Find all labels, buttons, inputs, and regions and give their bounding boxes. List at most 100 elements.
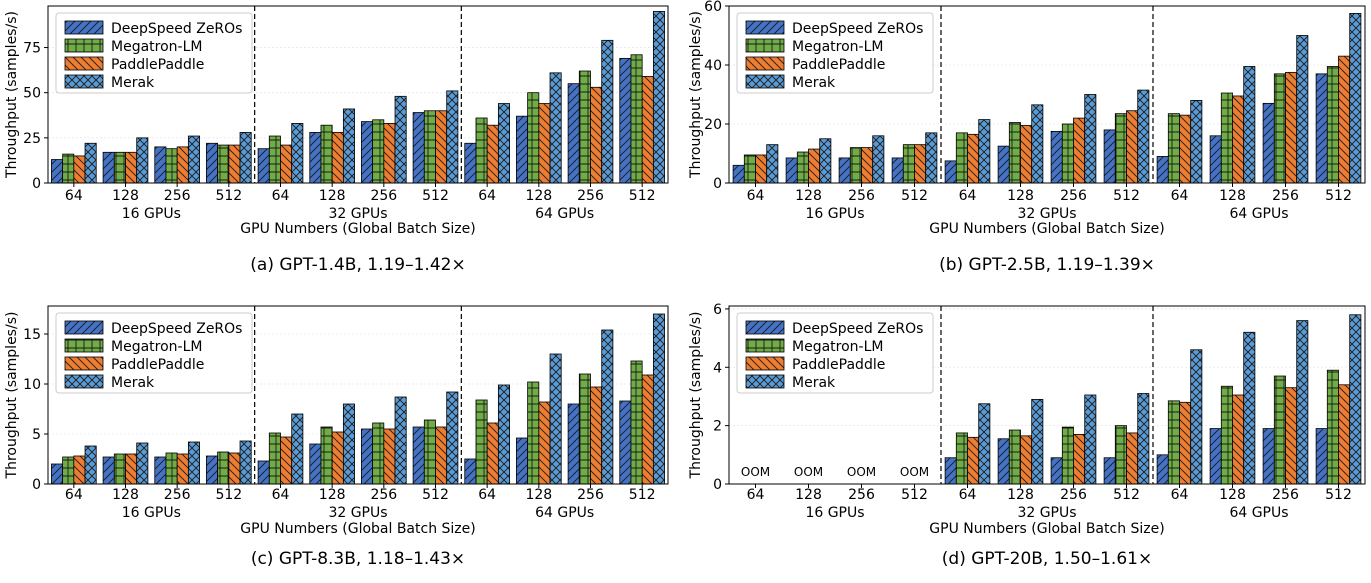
legend-entry: Megatron-LM <box>111 39 202 55</box>
bar-merak <box>446 391 459 485</box>
legend-entry: DeepSpeed ZeROs <box>111 21 242 37</box>
bar-paddlepaddle <box>383 123 396 184</box>
bar-merak <box>1084 94 1097 184</box>
bar-deepspeed-zeros <box>309 443 322 485</box>
bar-merak <box>652 313 665 485</box>
bar-deepspeed-zeros <box>257 148 270 184</box>
legend-entry: Merak <box>111 75 155 91</box>
x-tick-label: 64 <box>65 188 83 204</box>
bar-merak <box>291 413 304 485</box>
bar-merak <box>1296 35 1309 184</box>
legend-swatch <box>64 20 104 35</box>
bar-deepspeed-zeros <box>838 157 851 184</box>
legend-entry: Merak <box>111 375 155 391</box>
bar-paddlepaddle <box>1179 401 1192 485</box>
bar-deepspeed-zeros <box>1262 102 1275 184</box>
bar-paddlepaddle <box>538 103 551 184</box>
bar-deepspeed-zeros <box>464 458 477 485</box>
x-tick-label: 64 <box>959 487 977 503</box>
x-axis-label: GPU Numbers (Global Batch Size) <box>240 521 475 537</box>
panel-caption: (c) GPT-8.3B, 1.18–1.43× <box>251 549 465 569</box>
bar-megatron-lm <box>372 119 385 184</box>
x-tick-label: 128 <box>112 487 139 503</box>
x-tick-label: 64 <box>1171 487 1189 503</box>
bar-deepspeed-zeros <box>1209 428 1222 485</box>
bar-merak <box>1349 314 1362 485</box>
x-tick-label: 64 <box>478 188 496 204</box>
bar-deepspeed-zeros <box>997 145 1010 184</box>
bar-megatron-lm <box>955 132 968 184</box>
legend: DeepSpeed ZeROs Megatron-LM PaddlePaddle Me… <box>736 12 934 94</box>
bar-megatron-lm <box>62 153 75 184</box>
bar-paddlepaddle <box>641 76 654 184</box>
bar-deepspeed-zeros <box>619 57 632 184</box>
y-tick-label: 0 <box>32 477 41 493</box>
legend-entry: Merak <box>792 375 836 391</box>
bar-deepspeed-zeros <box>567 403 580 485</box>
group-label: 64 GPUs <box>1229 206 1288 222</box>
bar-deepspeed-zeros <box>361 121 374 184</box>
y-tick-label: 50 <box>23 86 41 102</box>
bar-megatron-lm <box>113 453 126 485</box>
bar-megatron-lm <box>630 54 643 184</box>
x-tick-label: 64 <box>272 188 290 204</box>
bar-merak <box>549 353 562 485</box>
bar-megatron-lm <box>578 373 591 485</box>
bar-paddlepaddle <box>383 428 396 485</box>
axes-frame <box>47 5 669 184</box>
bar-megatron-lm <box>372 422 385 485</box>
bar-merak <box>549 72 562 184</box>
bar-paddlepaddle <box>176 146 189 184</box>
bar-deepspeed-zeros <box>1209 135 1222 184</box>
bar-deepspeed-zeros <box>361 428 374 485</box>
bar-deepspeed-zeros <box>1103 129 1116 184</box>
bar-deepspeed-zeros <box>516 115 529 184</box>
bar-paddlepaddle <box>228 452 241 485</box>
y-tick-label: 15 <box>23 327 41 343</box>
y-tick-label: 20 <box>704 117 722 133</box>
y-tick-label: 25 <box>23 131 41 147</box>
legend-entry: DeepSpeed ZeROs <box>792 21 923 37</box>
x-tick-label: 128 <box>525 188 552 204</box>
group-label: 32 GPUs <box>1017 206 1076 222</box>
x-tick-label: 64 <box>747 487 765 503</box>
bar-megatron-lm <box>796 151 809 184</box>
bar-megatron-lm <box>217 144 230 184</box>
bar-merak <box>187 441 200 485</box>
bar-merak <box>1137 393 1150 485</box>
bar-paddlepaddle <box>331 132 344 184</box>
x-tick-label: 128 <box>319 188 346 204</box>
bar-merak <box>446 90 459 184</box>
legend-swatch <box>64 38 104 53</box>
bar-merak <box>84 142 97 184</box>
bar-merak <box>652 11 665 184</box>
x-axis-label: GPU Numbers (Global Batch Size) <box>929 521 1164 537</box>
bar-paddlepaddle <box>435 426 448 485</box>
x-tick-label: 128 <box>1219 188 1246 204</box>
bar-megatron-lm <box>1273 375 1286 485</box>
bar-deepspeed-zeros <box>412 426 425 485</box>
x-tick-label: 128 <box>319 487 346 503</box>
bar-paddlepaddle <box>486 124 499 184</box>
bar-deepspeed-zeros <box>944 457 957 485</box>
group-label: 16 GPUs <box>805 505 864 521</box>
legend-swatch <box>745 56 785 71</box>
x-tick-label: 512 <box>901 188 928 204</box>
bar-deepspeed-zeros <box>1103 457 1116 485</box>
bar-megatron-lm <box>1061 123 1074 184</box>
bar-merak <box>766 144 779 184</box>
x-tick-label: 256 <box>370 188 397 204</box>
x-tick-label: 256 <box>848 188 875 204</box>
group-label: 32 GPUs <box>328 206 387 222</box>
bar-paddlepaddle <box>1285 71 1298 184</box>
legend-swatch <box>64 56 104 71</box>
bar-deepspeed-zeros <box>944 160 957 184</box>
x-tick-label: 128 <box>1219 487 1246 503</box>
y-tick-label: 0 <box>713 176 722 192</box>
y-tick-label: 0 <box>32 176 41 192</box>
bar-deepspeed-zeros <box>51 159 64 184</box>
bar-paddlepaddle <box>1073 433 1086 485</box>
chart-panel-2: 0 20 40 60 64 128 256 512 64 128 256 512 64 128 256 512… <box>688 0 1366 275</box>
oom-label: OOM <box>847 465 876 479</box>
legend-swatch <box>64 74 104 89</box>
